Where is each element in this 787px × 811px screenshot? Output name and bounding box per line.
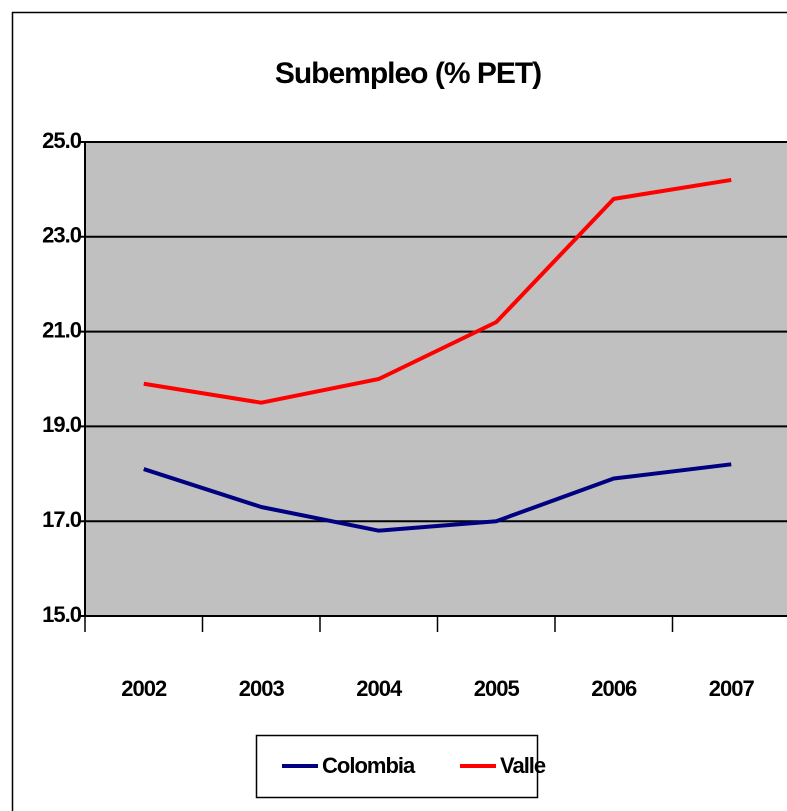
y-tick-label: 21.0 xyxy=(42,317,82,342)
x-tick-label: 2004 xyxy=(356,676,403,701)
x-tick-label: 2005 xyxy=(474,676,520,701)
y-tick-label: 23.0 xyxy=(42,223,82,248)
chart-title: Subempleo (% PET) xyxy=(275,57,541,90)
x-tick-label: 2007 xyxy=(709,676,755,701)
legend-label: Colombia xyxy=(322,753,416,778)
x-tick-label: 2006 xyxy=(591,676,637,701)
y-tick-label: 19.0 xyxy=(42,412,82,437)
y-tick-label: 17.0 xyxy=(42,507,82,532)
legend-label: Valle xyxy=(500,753,546,778)
series-line xyxy=(143,177,732,405)
y-tick-label: 25.0 xyxy=(42,128,82,153)
x-tick-label: 2002 xyxy=(121,676,167,701)
plot-area xyxy=(85,142,787,616)
x-tick-label: 2003 xyxy=(239,676,285,701)
series-line xyxy=(143,462,732,533)
y-tick-label: 15.0 xyxy=(42,602,82,627)
